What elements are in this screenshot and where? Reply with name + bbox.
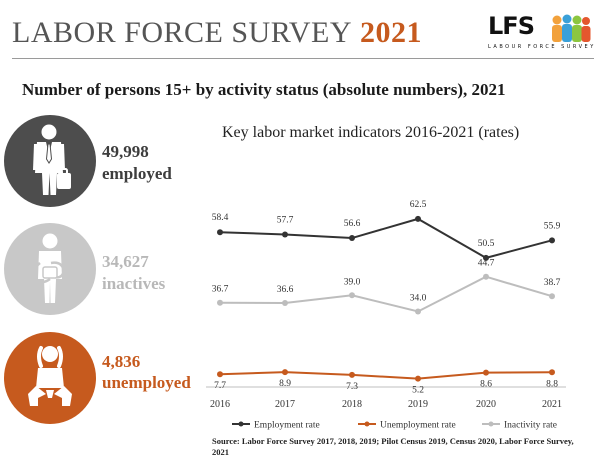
data-label: 5.2 bbox=[412, 386, 424, 396]
title-main: LABOR FORCE SURVEY bbox=[12, 16, 352, 49]
data-label: 8.9 bbox=[279, 379, 291, 389]
data-point bbox=[349, 371, 355, 378]
data-point bbox=[549, 369, 555, 376]
data-point bbox=[282, 369, 288, 376]
x-tick-label: 2019 bbox=[408, 399, 428, 410]
data-label: 39.0 bbox=[344, 277, 361, 287]
legend-label: Unemployment rate bbox=[380, 421, 456, 431]
x-tick-label: 2020 bbox=[476, 399, 496, 410]
inactive-person-icon bbox=[33, 233, 66, 303]
page-title: LABOR FORCE SURVEY 2021 bbox=[12, 16, 422, 50]
chart-title: Key labor market indicators 2016-2021 (r… bbox=[222, 124, 520, 141]
logo-subtitle: LABOUR FORCE SURVEY bbox=[488, 44, 596, 50]
data-label: 50.5 bbox=[478, 239, 495, 249]
data-label: 8.8 bbox=[546, 379, 558, 389]
legend-marker bbox=[488, 421, 494, 427]
distressed-person-icon bbox=[28, 346, 72, 406]
data-point bbox=[217, 371, 223, 378]
data-point bbox=[483, 273, 489, 280]
data-point bbox=[349, 292, 355, 299]
x-tick-label: 2021 bbox=[542, 399, 562, 410]
businessman-icon bbox=[33, 124, 71, 195]
lfs-logo: LFS LABOUR FORCE SURVEY bbox=[488, 12, 593, 58]
inactive-value: 34,627 bbox=[102, 252, 149, 271]
data-label: 7.3 bbox=[346, 382, 358, 392]
series-line bbox=[219, 217, 553, 259]
data-point bbox=[217, 229, 223, 236]
unemployed-circle bbox=[4, 332, 96, 424]
data-label: 38.7 bbox=[544, 278, 561, 288]
employed-value: 49,998 bbox=[102, 142, 149, 161]
data-label: 56.6 bbox=[344, 219, 361, 229]
data-point bbox=[549, 293, 555, 300]
series-line bbox=[219, 371, 553, 380]
title-year: 2021 bbox=[359, 16, 422, 49]
data-label: 62.5 bbox=[410, 200, 427, 210]
data-label: 8.6 bbox=[480, 380, 492, 390]
data-label: 36.7 bbox=[212, 285, 229, 295]
data-point bbox=[282, 231, 288, 238]
data-point bbox=[549, 237, 555, 244]
employed-label: employed bbox=[102, 164, 172, 183]
data-label: 34.0 bbox=[410, 294, 427, 304]
data-label: 55.9 bbox=[544, 221, 561, 231]
inactive-label: inactives bbox=[102, 274, 166, 293]
data-label: 57.7 bbox=[277, 215, 294, 225]
series-line bbox=[219, 275, 553, 313]
x-tick-label: 2018 bbox=[342, 399, 362, 410]
legend-marker bbox=[238, 421, 244, 427]
unemployed-value: 4,836 bbox=[102, 352, 141, 371]
inactive-circle bbox=[4, 223, 96, 315]
employed-circle bbox=[4, 115, 96, 207]
data-label: 36.6 bbox=[277, 285, 294, 295]
data-point bbox=[415, 375, 421, 382]
section-subtitle: Number of persons 15+ by activity status… bbox=[22, 80, 506, 99]
data-point bbox=[483, 254, 489, 261]
x-tick-label: 2017 bbox=[275, 399, 295, 410]
data-point bbox=[415, 308, 421, 315]
source-note: Source: Labor Force Survey 2017, 2018, 2… bbox=[212, 436, 574, 457]
data-point bbox=[349, 235, 355, 242]
legend-marker bbox=[364, 421, 370, 427]
data-point bbox=[282, 300, 288, 307]
stat-unemployed: 4,836 unemployed bbox=[4, 332, 204, 426]
data-label: 58.4 bbox=[212, 213, 229, 223]
unemployed-label: unemployed bbox=[102, 373, 191, 392]
legend-label: Employment rate bbox=[254, 421, 320, 431]
header: LABOR FORCE SURVEY 2021 LFS LABOUR FORCE … bbox=[12, 8, 594, 60]
stat-employed: 49,998 employed bbox=[4, 115, 204, 209]
data-point bbox=[217, 299, 223, 306]
legend-label: Inactivity rate bbox=[504, 421, 557, 431]
header-divider bbox=[12, 58, 594, 59]
data-point bbox=[483, 369, 489, 376]
data-label: 7.7 bbox=[214, 381, 226, 391]
logo-text: LFS bbox=[488, 12, 535, 40]
data-point bbox=[415, 215, 421, 222]
x-tick-label: 2016 bbox=[210, 399, 230, 410]
logo-people-icon bbox=[552, 14, 591, 42]
data-label: 44.7 bbox=[478, 259, 495, 269]
stat-inactive: 34,627 inactives bbox=[4, 223, 204, 317]
